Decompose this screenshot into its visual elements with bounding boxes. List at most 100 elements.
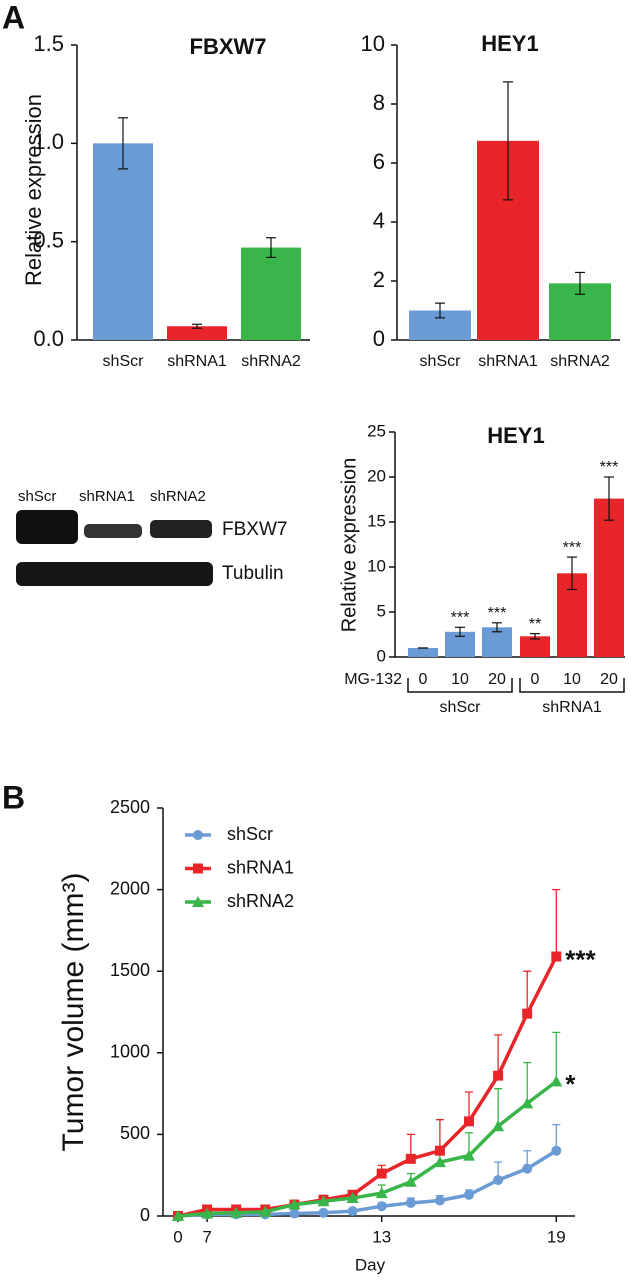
y-tick-label: 1.5: [33, 31, 64, 56]
marker: [521, 1097, 534, 1109]
y-tick-label: 1.0: [33, 129, 64, 154]
marker: [464, 1116, 474, 1127]
marker: [259, 1205, 272, 1217]
series-line: [177, 1079, 558, 1218]
y-tick-label: 25: [367, 421, 386, 440]
y-tick-label: 20: [367, 466, 386, 485]
x-tick-label: shRNA1: [478, 353, 538, 370]
marker: [318, 1207, 329, 1218]
x-tick-label: 13: [372, 1227, 391, 1246]
y-tick-label: 5: [377, 601, 386, 620]
x-tick-label: 10: [451, 671, 469, 688]
band: [16, 510, 78, 544]
y-tick-label: 10: [367, 556, 386, 575]
marker: [347, 1206, 358, 1217]
legend-label: shRNA1: [227, 857, 294, 877]
x-tick-label: 0: [173, 1227, 182, 1246]
marker: [375, 1187, 388, 1199]
bar: [594, 498, 624, 657]
panel-label: B: [2, 779, 25, 815]
y-tick-label: 6: [373, 149, 385, 174]
marker: [434, 1145, 445, 1156]
x-tick-label: 10: [563, 671, 581, 688]
y-tick-label: 0.5: [33, 227, 64, 252]
lane-label: shRNA2: [150, 488, 206, 505]
significance-label: **: [529, 616, 541, 633]
error-bar: [455, 626, 465, 637]
band-label: Tubulin: [222, 563, 284, 584]
chart-title: HEY1: [481, 31, 538, 56]
marker: [492, 1120, 505, 1132]
band-label: FBXW7: [222, 519, 287, 540]
error-bar: [552, 888, 561, 957]
western-blot: shScr shRNA1 shRNA2 FBXW7 Tubulin: [16, 488, 287, 586]
error-bar: [192, 323, 202, 329]
x-tick-label: shRNA2: [550, 353, 610, 370]
marker: [230, 1206, 243, 1218]
y-tick-label: 4: [373, 208, 385, 233]
marker: [405, 1153, 416, 1164]
bar: [167, 326, 227, 340]
legend-label: shRNA2: [227, 891, 294, 911]
marker: [433, 1156, 446, 1168]
y-axis-label: Relative expression: [21, 94, 46, 286]
group-bracket: [407, 678, 513, 693]
error-bar: [494, 1034, 503, 1076]
chart-title: HEY1: [487, 423, 544, 448]
group-label: shScr: [440, 699, 482, 716]
lane-label: shScr: [18, 488, 56, 505]
marker: [550, 1075, 563, 1087]
y-axis-label: Tumor volume (mm³): [57, 873, 90, 1152]
x-tick-label: 0: [419, 671, 428, 688]
significance-label: ***: [451, 610, 470, 627]
error-bar: [118, 117, 128, 170]
x-tick-label: shRNA2: [241, 353, 301, 370]
marker: [201, 1207, 214, 1219]
x-tick-label: shScr: [420, 353, 462, 370]
marker: [376, 1168, 387, 1179]
error-bar: [575, 271, 585, 295]
marker: [376, 1201, 387, 1212]
y-tick-label: 2000: [110, 878, 150, 898]
marker: [551, 1145, 562, 1156]
error-bar: [503, 81, 513, 201]
significance-label: ***: [488, 605, 507, 622]
bar: [520, 636, 550, 657]
marker: [193, 863, 203, 874]
marker: [288, 1198, 301, 1210]
error-bar: [523, 1061, 532, 1104]
y-tick-label: 2: [373, 267, 385, 292]
significance-label: *: [565, 1069, 576, 1099]
x-tick-label: 20: [488, 671, 506, 688]
lane-label: shRNA1: [79, 488, 135, 505]
x-tick-label: shScr: [103, 353, 145, 370]
error-bar: [552, 1031, 561, 1082]
error-bar: [604, 476, 614, 521]
x-tick-label: 0: [531, 671, 540, 688]
group-label: shRNA1: [542, 699, 602, 716]
y-tick-label: 0: [140, 1205, 150, 1225]
x-tick-label: 20: [600, 671, 618, 688]
y-tick-label: 10: [361, 31, 385, 56]
marker: [464, 1189, 474, 1200]
bar: [408, 648, 438, 657]
legend-label: shScr: [227, 824, 273, 844]
error-bar: [494, 1088, 503, 1127]
marker: [434, 1195, 445, 1206]
y-tick-label: 0: [373, 326, 385, 351]
marker: [405, 1197, 416, 1208]
marker: [493, 1175, 504, 1186]
marker: [317, 1195, 330, 1207]
marker: [193, 830, 203, 840]
group-bracket: [519, 678, 625, 693]
x-axis-label: MG-132: [344, 671, 402, 688]
significance-label: ***: [563, 539, 582, 556]
error-bar: [435, 1119, 444, 1151]
bar: [241, 247, 301, 340]
error-bar: [435, 302, 445, 319]
marker: [192, 896, 204, 907]
x-tick-label: 7: [202, 1227, 211, 1246]
error-bar: [530, 632, 540, 640]
marker: [346, 1192, 359, 1204]
